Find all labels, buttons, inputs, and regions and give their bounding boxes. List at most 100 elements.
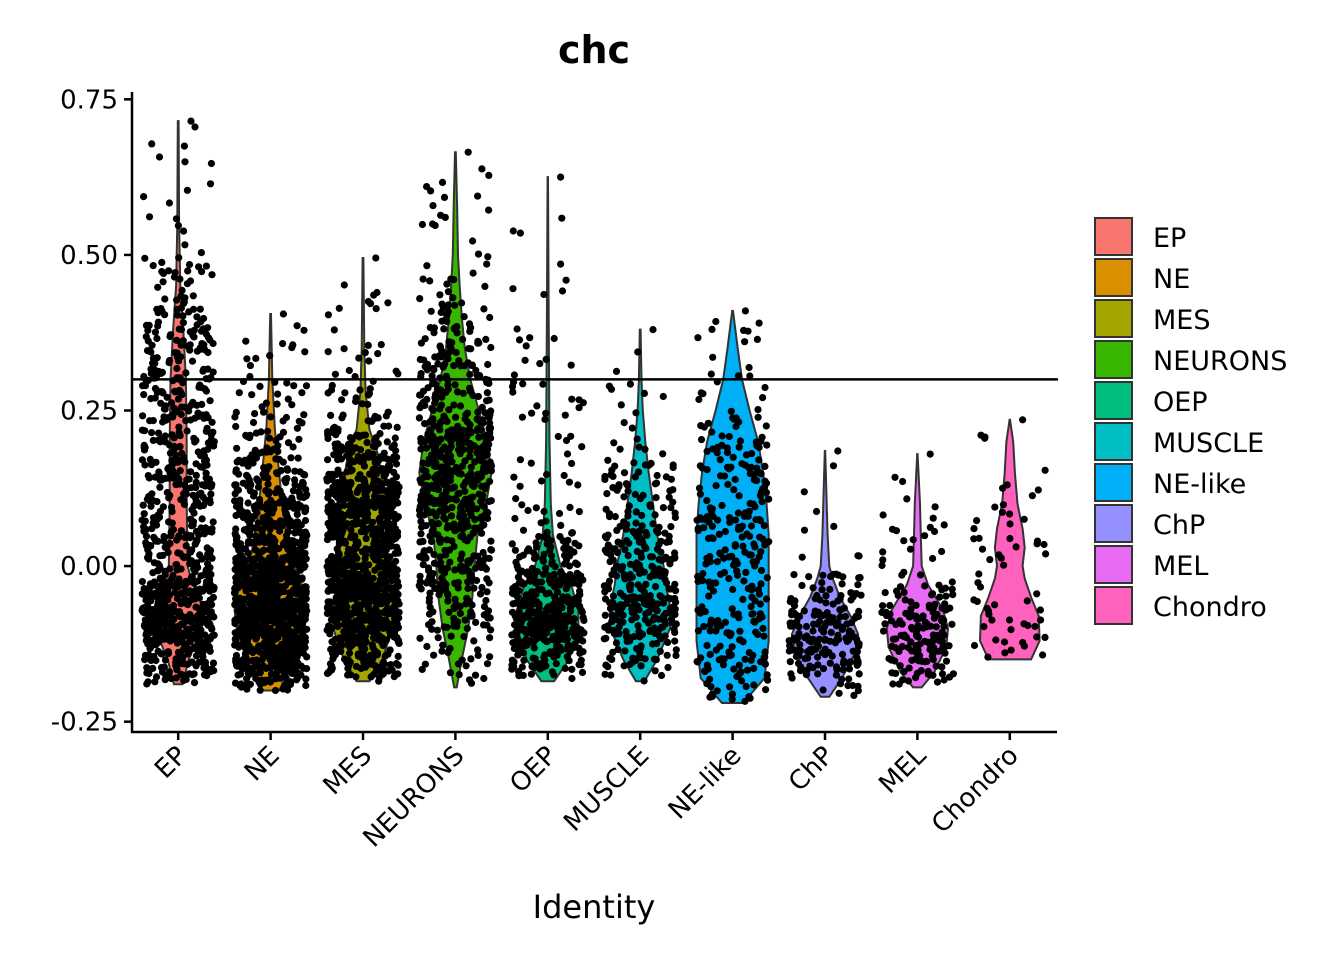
data-point (459, 433, 467, 441)
data-point (855, 552, 863, 560)
data-point (271, 686, 280, 695)
data-point (189, 518, 197, 526)
data-point (240, 526, 248, 534)
data-point (465, 476, 473, 484)
data-point (834, 597, 842, 605)
data-point (195, 383, 203, 391)
data-point (391, 434, 399, 442)
data-point (301, 508, 309, 516)
data-point (245, 593, 253, 601)
data-point (444, 448, 452, 457)
data-point (563, 631, 571, 639)
data-point (562, 585, 570, 593)
data-point (734, 372, 743, 380)
data-point (350, 561, 358, 569)
data-point (543, 528, 551, 536)
data-point (245, 622, 253, 630)
data-point (558, 287, 567, 295)
data-point (338, 471, 346, 479)
data-point (750, 681, 758, 689)
data-point (725, 432, 733, 441)
data-point (440, 514, 448, 522)
data-point (436, 553, 444, 561)
data-point (715, 530, 723, 538)
data-point (705, 578, 713, 586)
data-point (235, 389, 243, 397)
data-point (433, 626, 441, 634)
data-point (181, 458, 189, 466)
data-point (442, 551, 450, 559)
data-point (635, 627, 643, 636)
data-point (453, 329, 461, 337)
data-point (149, 519, 157, 527)
data-point (281, 658, 289, 666)
data-point (557, 173, 565, 181)
data-point (175, 475, 183, 483)
data-point (634, 581, 642, 589)
data-point (256, 648, 264, 656)
data-point (291, 476, 299, 484)
data-point (457, 532, 465, 541)
data-point (146, 541, 154, 550)
data-point (334, 445, 342, 453)
data-point (287, 454, 295, 462)
data-point (154, 283, 162, 291)
data-point (208, 271, 216, 279)
data-point (827, 572, 835, 581)
data-point (299, 478, 307, 486)
data-point (848, 619, 856, 627)
data-point (236, 681, 244, 689)
data-point (602, 534, 611, 542)
data-point (177, 341, 185, 349)
data-point (509, 285, 517, 293)
data-point (476, 449, 484, 457)
data-point (185, 475, 193, 483)
data-point (466, 370, 474, 379)
data-point (248, 391, 256, 399)
data-point (566, 503, 574, 511)
data-point (345, 617, 353, 626)
data-point (167, 532, 175, 540)
data-point (514, 614, 523, 622)
data-point (793, 617, 801, 625)
data-point (355, 354, 363, 362)
data-point (601, 588, 609, 596)
data-point (444, 355, 452, 363)
data-point (727, 463, 735, 471)
data-point (724, 629, 733, 637)
data-point (451, 595, 459, 603)
data-point (393, 423, 401, 431)
data-point (456, 402, 465, 410)
data-point (176, 467, 184, 475)
data-point (151, 328, 159, 336)
data-point (192, 662, 200, 670)
data-point (366, 585, 374, 593)
data-point (791, 636, 799, 644)
data-point (605, 382, 614, 390)
data-point (287, 660, 295, 668)
data-point (483, 575, 491, 583)
data-point (148, 429, 156, 437)
data-point (445, 406, 453, 414)
data-point (750, 664, 758, 673)
data-point (511, 546, 519, 554)
data-point (601, 611, 609, 619)
data-point (630, 459, 638, 467)
data-point (325, 470, 333, 478)
data-point (472, 618, 480, 627)
data-point (392, 447, 400, 455)
data-point (511, 514, 519, 523)
data-point (480, 621, 488, 629)
data-point (578, 443, 586, 451)
data-point (430, 453, 438, 461)
data-point (440, 193, 449, 201)
data-point (233, 444, 241, 452)
data-point (169, 410, 177, 418)
data-point (706, 693, 714, 701)
data-point (384, 596, 393, 604)
data-point (342, 606, 350, 614)
data-point (425, 621, 433, 629)
data-point (482, 335, 490, 343)
data-point (358, 496, 367, 504)
data-point (624, 508, 632, 516)
